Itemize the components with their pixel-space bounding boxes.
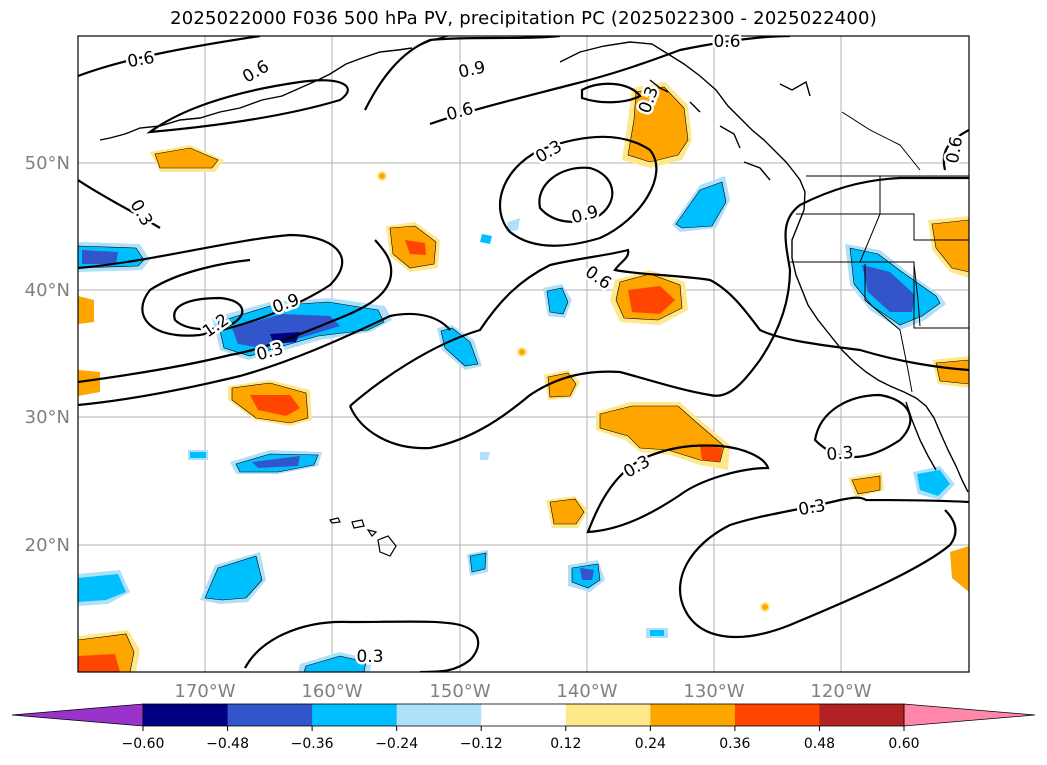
colorbar-segment bbox=[227, 704, 313, 726]
colorbar-segment bbox=[734, 704, 820, 726]
contour-label: 0.3 bbox=[797, 496, 827, 520]
contour-label-halo: 0.6 bbox=[713, 32, 740, 52]
lon-label-160w: 160°W bbox=[301, 681, 362, 702]
colorbar: −0.60 −0.48 −0.36 −0.24 −0.12 0.12 0.24 0.36 0.4… bbox=[11, 703, 1036, 752]
contour-label: 0.6 bbox=[943, 135, 967, 165]
colorbar-segment bbox=[565, 704, 651, 726]
lon-label-120w: 120°W bbox=[810, 681, 871, 702]
contour-label-halo: 0.6 bbox=[943, 135, 967, 165]
coastlines bbox=[99, 36, 969, 493]
map-title: 2025022000 F036 500 hPa PV, precipitatio… bbox=[170, 8, 877, 29]
colorbar-tick-label: −0.48 bbox=[206, 736, 249, 752]
lon-label-140w: 140°W bbox=[556, 681, 617, 702]
colorbar-tick-label: 0.48 bbox=[804, 736, 835, 752]
lat-label-50n: 50°N bbox=[25, 153, 70, 174]
lon-label-130w: 130°W bbox=[683, 681, 744, 702]
colorbar-tick-label: −0.36 bbox=[291, 736, 334, 752]
colorbar-frame bbox=[142, 703, 905, 727]
negative-precip-anomalies bbox=[78, 176, 955, 672]
colorbar-extend-high bbox=[903, 703, 1036, 727]
pv-contours bbox=[78, 36, 969, 672]
contour-label: 0.3 bbox=[826, 443, 855, 465]
map-frame bbox=[77, 35, 970, 673]
hawaii-islands bbox=[329, 517, 397, 557]
colorbar-tick-label: 0.60 bbox=[888, 736, 919, 752]
borders bbox=[790, 111, 969, 393]
colorbar-tick-label: 0.12 bbox=[550, 736, 581, 752]
lon-label-150w: 150°W bbox=[429, 681, 490, 702]
colorbar-tick-label: −0.60 bbox=[122, 736, 165, 752]
colorbar-segment bbox=[312, 704, 398, 726]
colorbar-tick-label: −0.24 bbox=[375, 736, 418, 752]
colorbar-segment bbox=[143, 704, 229, 726]
colorbar-extend-low bbox=[11, 703, 144, 727]
colorbar-tick-label: 0.24 bbox=[635, 736, 666, 752]
lon-label-170w: 170°W bbox=[174, 681, 235, 702]
colorbar-segment bbox=[819, 704, 905, 726]
colorbar-segment bbox=[396, 704, 482, 726]
lat-label-20n: 20°N bbox=[25, 535, 70, 556]
contour-label: 0.3 bbox=[356, 647, 383, 667]
contour-label: 0.6 bbox=[126, 48, 156, 72]
lat-label-40n: 40°N bbox=[25, 280, 70, 301]
colorbar-segment bbox=[650, 704, 736, 726]
contour-label: 0.6 bbox=[713, 32, 740, 52]
colorbar-tick-label: −0.12 bbox=[460, 736, 503, 752]
positive-precip-anomalies bbox=[78, 82, 969, 672]
colorbar-segment bbox=[481, 704, 567, 726]
lat-label-30n: 30°N bbox=[25, 407, 70, 428]
contour-label-halo: 0.3 bbox=[356, 647, 383, 667]
contour-label-halo: 0.3 bbox=[826, 443, 855, 465]
colorbar-tick-label: 0.36 bbox=[719, 736, 750, 752]
